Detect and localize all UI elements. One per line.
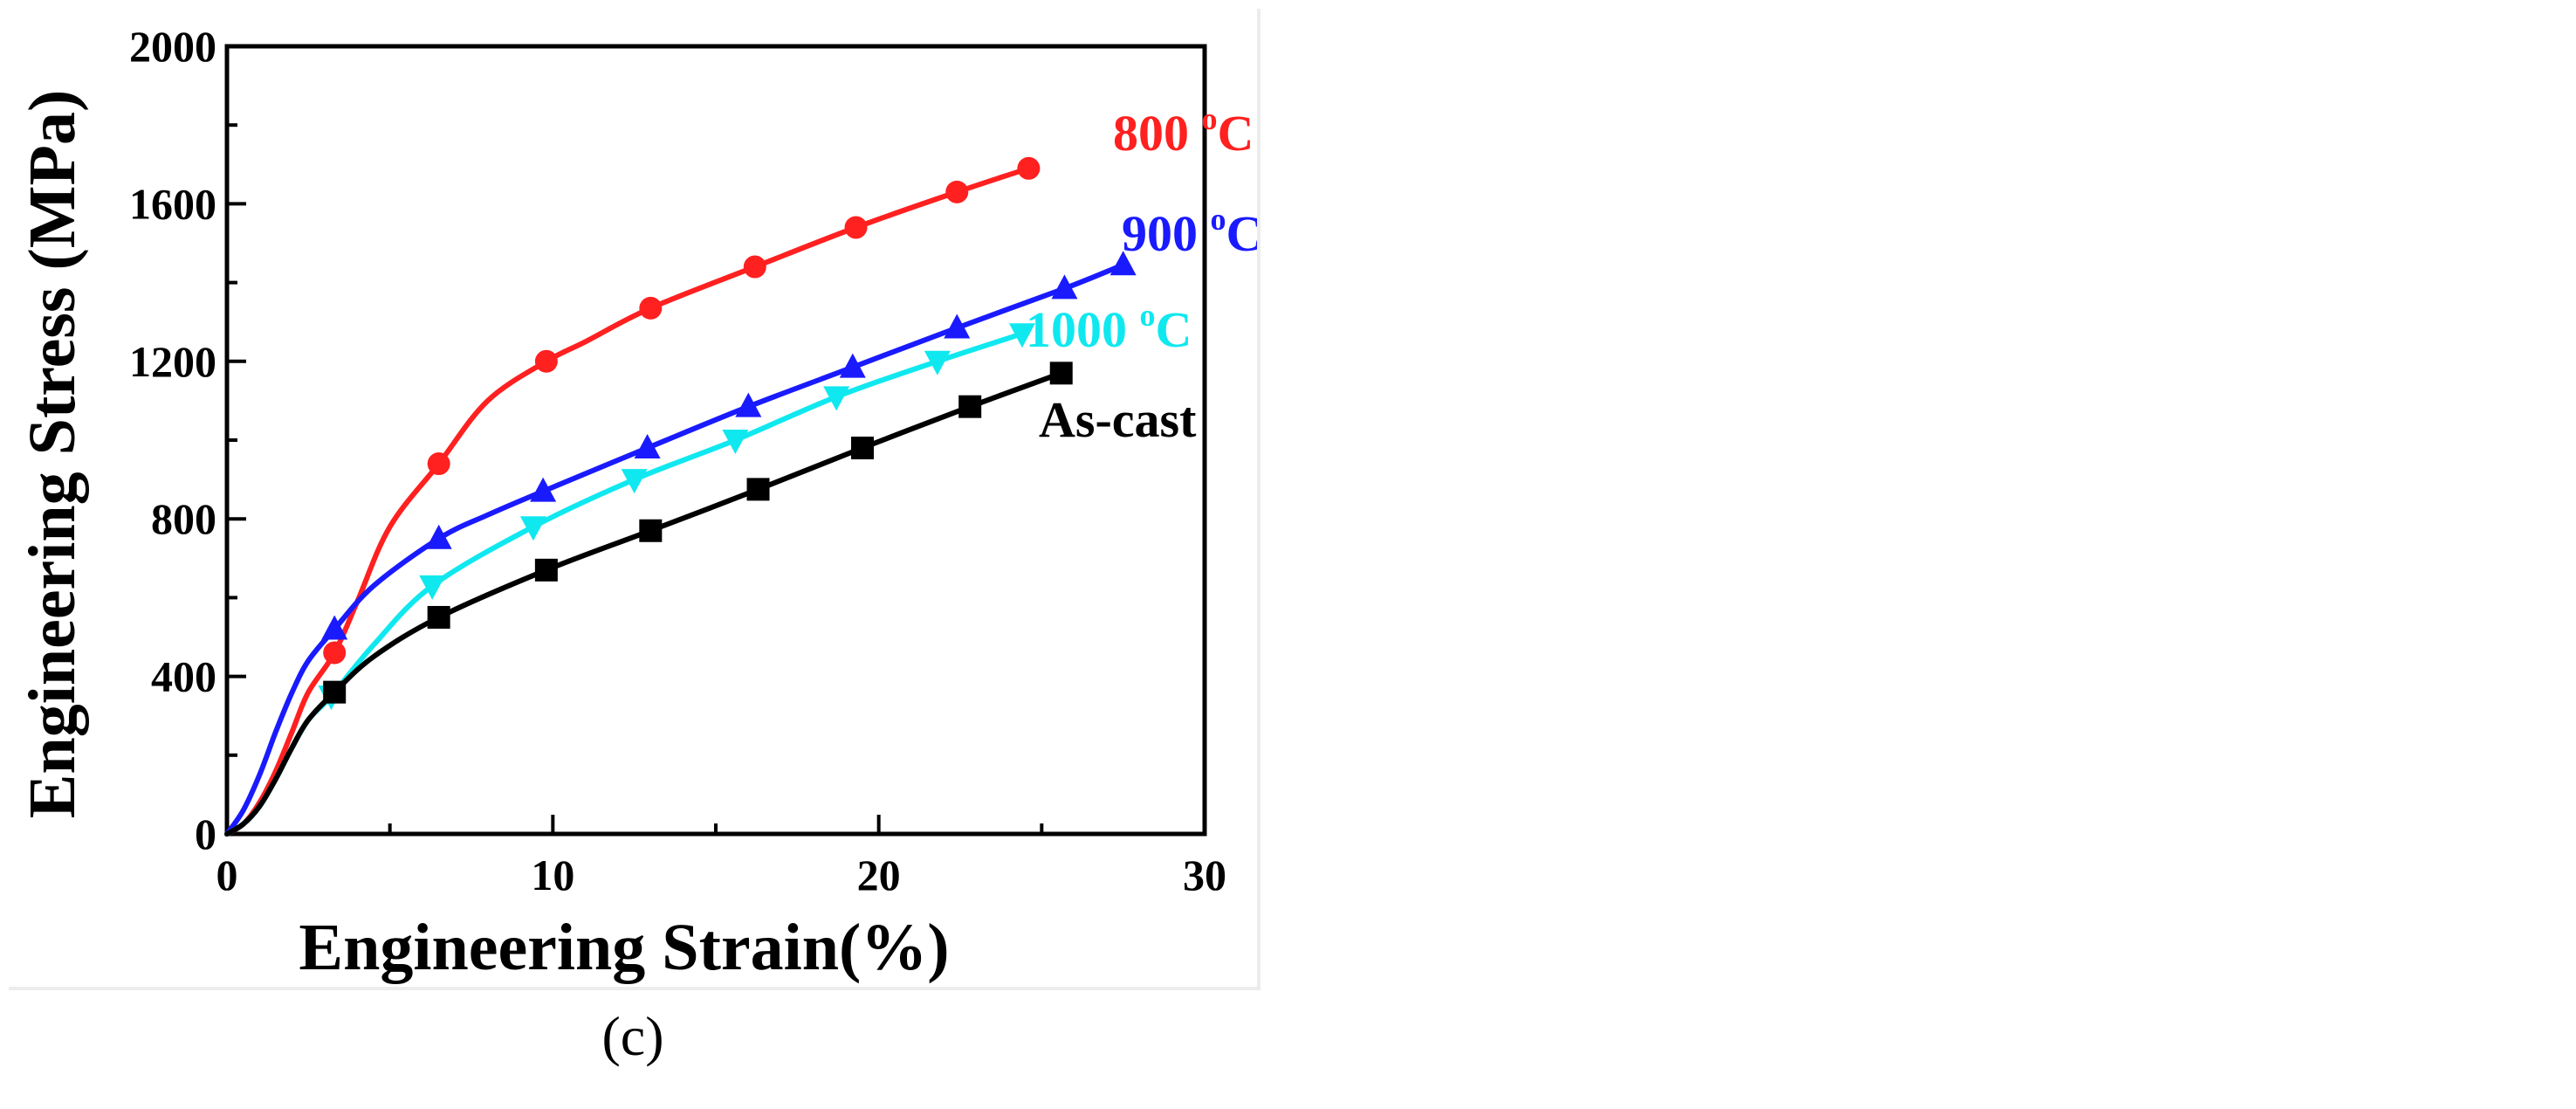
data-point-as-cast [1049, 362, 1073, 385]
curves [224, 165, 1126, 837]
data-point-800-c [844, 216, 868, 239]
data-point-800-c [639, 296, 663, 320]
series-labels: 800 oC 900 oC 1000 oC As-cast [1026, 101, 1257, 448]
data-point-800-c [945, 180, 969, 203]
data-point-1000-c [924, 350, 951, 375]
data-point-900-c [944, 313, 971, 339]
data-point-1000-c [419, 575, 446, 600]
data-point-as-cast [323, 680, 347, 704]
data-point-as-cast [427, 605, 450, 629]
axes: 0 10 20 30 0 400 800 1200 1600 2000 [129, 22, 1226, 899]
markers [318, 156, 1137, 711]
x-tick-label: 20 [857, 851, 901, 899]
data-point-as-cast [534, 558, 558, 582]
data-point-900-c [839, 353, 866, 378]
data-point-1000-c [722, 430, 749, 454]
data-point-900-c [1109, 251, 1137, 276]
series-label-as-cast: As-cast [1039, 391, 1197, 448]
data-point-900-c [735, 392, 762, 417]
x-tick-label: 10 [531, 851, 574, 899]
series-label-1000-c: 1000 oC [1026, 298, 1192, 358]
data-point-900-c [530, 477, 557, 502]
series-line-900-c [224, 262, 1126, 837]
y-tick-label: 1200 [129, 337, 216, 386]
y-tick-label: 800 [151, 494, 216, 543]
data-point-800-c [427, 452, 450, 476]
data-point-1000-c [621, 469, 648, 494]
data-point-1000-c [823, 386, 850, 411]
data-point-as-cast [851, 437, 874, 460]
data-point-1000-c [519, 516, 546, 541]
series-label-900-c: 900 oC [1122, 202, 1257, 262]
y-tick-label: 2000 [129, 22, 216, 71]
figure-panel: 0 10 20 30 0 400 800 1200 1600 2000 800 oC 900 oC 1… [9, 9, 1261, 990]
figure-caption: (c) [601, 1005, 664, 1067]
series-line-800-c [224, 165, 1032, 837]
x-tick-label: 0 [216, 851, 238, 899]
data-point-900-c [425, 524, 452, 549]
data-point-900-c [1051, 274, 1078, 300]
series-label-800-c: 800 oC [1113, 101, 1254, 162]
x-axis-title: Engineering Strain(%) [299, 911, 949, 984]
x-tick-label: 30 [1183, 851, 1226, 899]
data-point-as-cast [746, 478, 770, 501]
data-point-800-c [743, 255, 766, 279]
data-point-900-c [634, 434, 661, 459]
y-tick-label: 1600 [129, 179, 216, 228]
data-point-as-cast [958, 395, 982, 418]
data-point-1000-c [1008, 323, 1035, 348]
y-tick-label: 0 [195, 809, 216, 858]
y-tick-label: 400 [151, 652, 216, 701]
data-point-800-c [534, 349, 558, 373]
stress-strain-chart: 0 10 20 30 0 400 800 1200 1600 2000 800 oC 900 oC 1… [16, 22, 1257, 984]
data-point-900-c [321, 615, 348, 640]
data-point-800-c [1017, 156, 1041, 180]
y-axis-title: Engineering Stress (MPa) [16, 90, 89, 819]
data-point-800-c [323, 641, 347, 665]
data-point-as-cast [639, 519, 663, 542]
series-line-1000-c [224, 331, 1025, 837]
